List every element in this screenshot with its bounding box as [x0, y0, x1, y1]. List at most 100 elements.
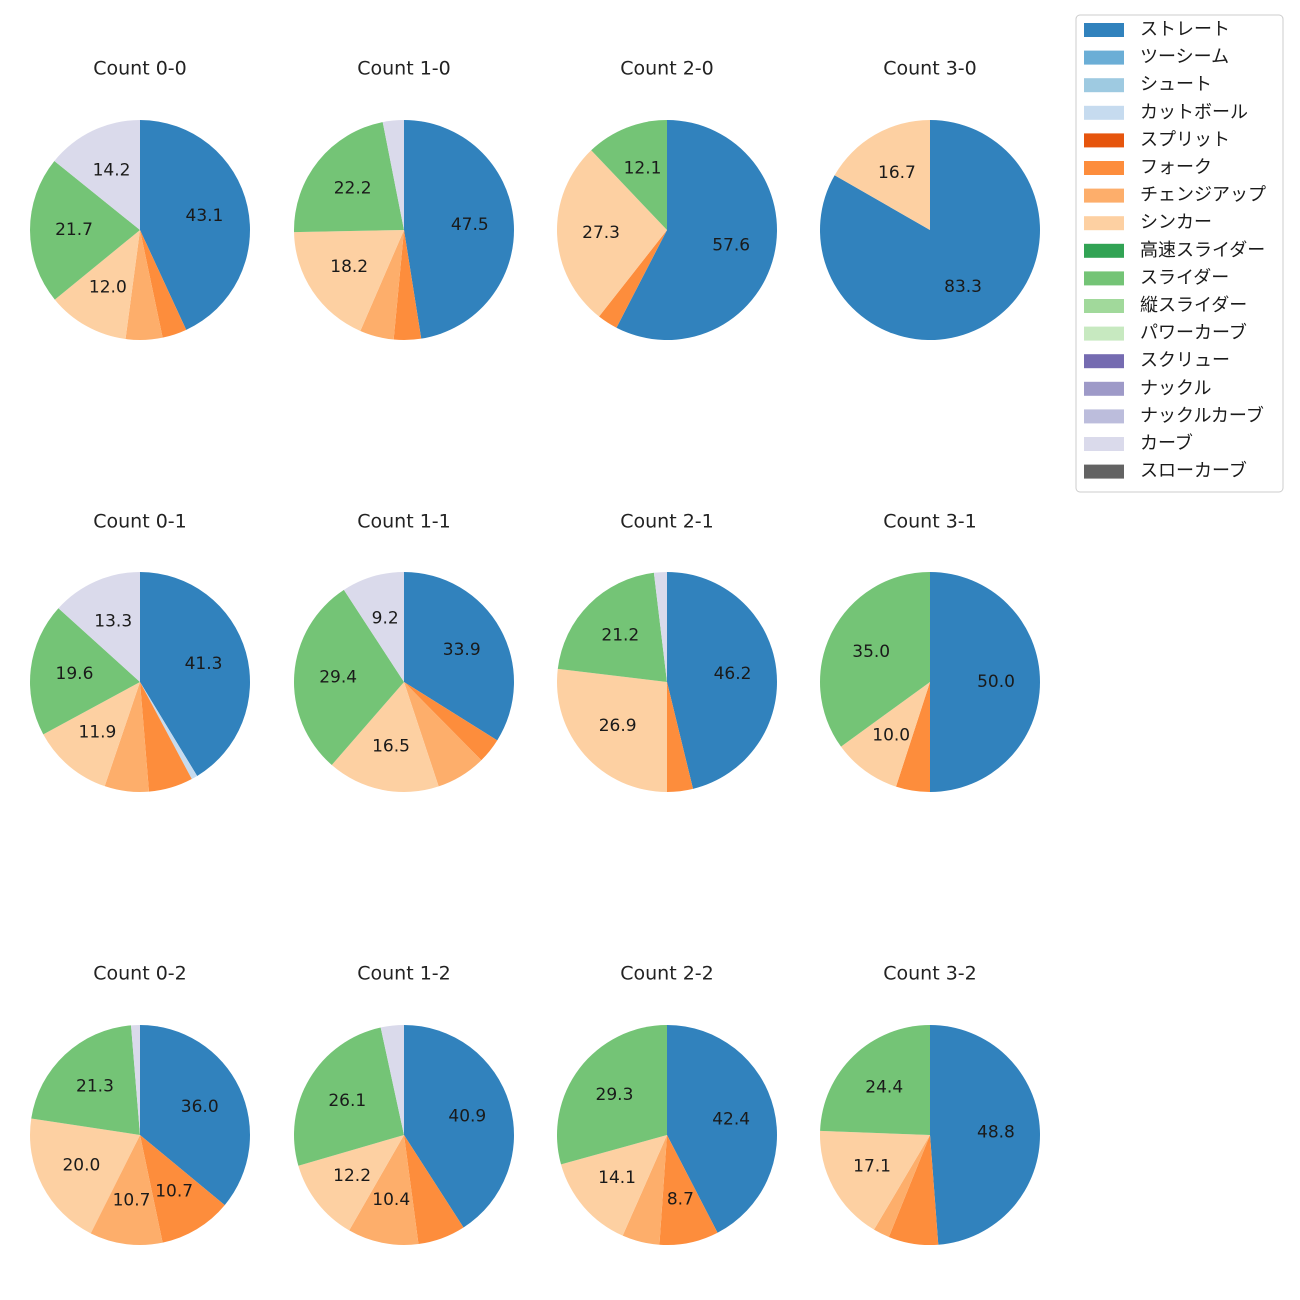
legend-item: スクリュー	[1084, 350, 1230, 371]
pie-slice	[30, 1118, 140, 1234]
slice-label: 12.0	[89, 278, 127, 298]
legend-swatch	[1084, 354, 1124, 369]
pie-slice	[659, 1135, 718, 1245]
slice-label: 14.1	[598, 1168, 636, 1188]
chart-title: Count 0-2	[93, 963, 187, 985]
pie-chart: Count 1-0 47.5 18.2 22.2	[294, 58, 514, 340]
legend-label: スクリュー	[1140, 350, 1230, 371]
pie-slice	[667, 572, 778, 789]
pie-slice	[382, 120, 404, 230]
legend-item: ナックルカーブ	[1084, 404, 1264, 426]
legend-box	[1075, 14, 1284, 493]
slice-label: 24.4	[865, 1077, 903, 1097]
pie-slice	[140, 230, 187, 338]
chart-title: Count 3-0	[883, 58, 977, 80]
slice-label: 50.0	[977, 672, 1015, 692]
legend-item: スライダー	[1084, 267, 1229, 288]
pie-slice	[140, 682, 198, 780]
slice-label: 10.7	[155, 1181, 193, 1201]
chart-title: Count 3-1	[883, 511, 977, 533]
chart-title: Count 1-0	[357, 58, 451, 80]
slice-label: 21.7	[55, 220, 93, 240]
pie-slice	[888, 1135, 939, 1245]
legend-swatch	[1084, 409, 1124, 424]
slice-label: 16.5	[372, 737, 410, 757]
slice-label: 8.7	[667, 1190, 694, 1210]
pie-slice	[140, 1025, 251, 1206]
legend-swatch	[1084, 23, 1124, 37]
chart-title: Count 3-2	[883, 963, 977, 985]
legend-swatch	[1084, 243, 1124, 258]
chart-title: Count 0-0	[93, 58, 187, 80]
legend-label: ストレート	[1140, 19, 1230, 40]
pie-chart: Count 2-2 42.4 8.7 14.1 29.3	[557, 963, 778, 1245]
legend-label: 高速スライダー	[1140, 240, 1265, 261]
legend-item: スプリット	[1084, 129, 1230, 150]
pie-slice	[653, 572, 667, 682]
legend-swatch	[1084, 188, 1124, 203]
legend-label: フォーク	[1140, 157, 1212, 178]
slice-label: 42.4	[712, 1109, 750, 1129]
pie-slice	[616, 120, 777, 340]
legend-item: ツーシーム	[1084, 47, 1229, 68]
legend-swatch	[1084, 464, 1124, 479]
legend-label: 縦スライダー	[1140, 295, 1247, 316]
legend-label: ナックル	[1140, 378, 1211, 399]
slice-label: 12.2	[333, 1166, 371, 1186]
pie-chart: Count 3-2 48.8 17.1 24.4	[820, 963, 1041, 1245]
slice-label: 19.6	[56, 664, 94, 684]
pie-slice	[294, 230, 404, 331]
slice-label: 13.3	[94, 612, 132, 632]
legend-label: シュート	[1140, 74, 1212, 95]
slice-label: 21.2	[601, 625, 639, 645]
pie-slice	[667, 1025, 778, 1233]
pie-slice	[140, 682, 192, 792]
legend: ストレートツーシームシュートカットボールスプリットフォークチェンジアップシンカー…	[1075, 14, 1284, 493]
legend-item: チェンジアップ	[1084, 185, 1266, 206]
pie-slice	[874, 1135, 930, 1238]
legend-swatch	[1084, 133, 1124, 148]
pie-chart: Count 0-2 36.0 10.710.7 20.0 21.3	[30, 963, 251, 1245]
slice-label: 10.0	[872, 725, 910, 745]
pie-slice	[54, 230, 140, 340]
pie-slice	[930, 572, 1040, 792]
legend-swatch	[1084, 105, 1124, 120]
slice-label: 11.9	[79, 722, 117, 742]
legend-item: カットボール	[1084, 102, 1248, 123]
pie-slice	[557, 150, 667, 317]
legend-item: ストレート	[1084, 19, 1230, 40]
pie-slice	[294, 122, 404, 233]
pie-slice	[557, 668, 667, 792]
pie-slice	[819, 572, 930, 747]
slice-label: 47.5	[451, 215, 489, 235]
legend-item: カーブ	[1084, 432, 1193, 454]
pie-slice	[404, 682, 498, 761]
slice-label: 57.6	[712, 236, 750, 256]
pie-slice	[140, 120, 250, 330]
slice-label: 36.0	[181, 1097, 219, 1117]
pie-slice	[560, 1135, 667, 1236]
pie-chart: Count 0-1 41.3 11.9 19.6 13.3	[30, 511, 251, 792]
pie-slice	[293, 589, 404, 765]
pie-slice	[58, 572, 141, 682]
pie-slice	[360, 230, 404, 340]
pie-slice	[349, 1135, 419, 1245]
legend-swatch	[1084, 161, 1124, 175]
pie-slice	[298, 1135, 404, 1231]
slice-label: 18.2	[330, 257, 368, 277]
chart-title: Count 2-0	[620, 58, 714, 80]
pie-slice	[131, 1025, 140, 1135]
pie-slice	[343, 572, 404, 682]
slice-label: 29.3	[596, 1085, 634, 1105]
pie-slice	[599, 230, 667, 328]
pie-slice	[404, 682, 482, 787]
legend-item: 高速スライダー	[1084, 240, 1265, 261]
pie-slice	[896, 682, 930, 792]
legend-item: シュート	[1084, 74, 1212, 95]
pie-slice	[294, 1027, 404, 1166]
pie-slice	[380, 1025, 404, 1135]
legend-swatch	[1084, 437, 1124, 451]
slice-label: 33.9	[443, 640, 481, 660]
legend-label: スプリット	[1140, 129, 1230, 150]
